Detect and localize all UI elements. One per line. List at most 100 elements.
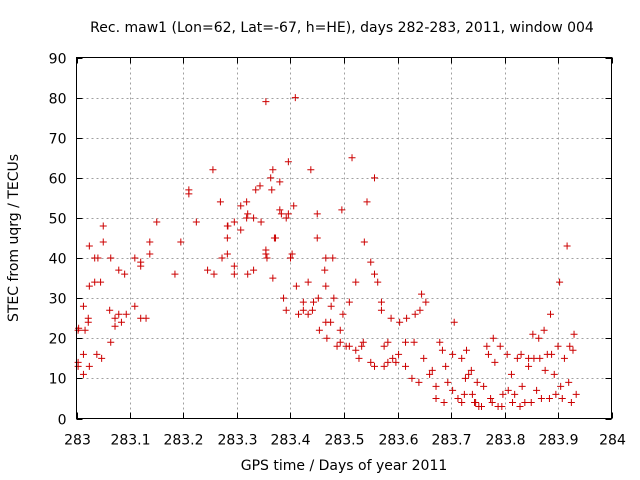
data-point: [422, 298, 430, 306]
data-point: [541, 366, 549, 374]
data-point: [218, 254, 226, 262]
data-point: [85, 242, 93, 250]
data-point: [529, 330, 537, 338]
data-point: [122, 310, 130, 318]
data-point: [458, 398, 466, 406]
data-point: [370, 174, 378, 182]
data-point: [115, 310, 123, 318]
data-point: [192, 218, 200, 226]
data-point: [269, 274, 277, 282]
data-point: [563, 242, 571, 250]
data-point: [507, 370, 515, 378]
data-point: [291, 94, 299, 102]
data-point: [333, 342, 341, 350]
data-point: [287, 254, 294, 262]
data-point: [85, 282, 93, 290]
x-tick-label: 283.4: [270, 433, 310, 449]
data-point: [565, 378, 573, 386]
data-point: [420, 354, 428, 362]
y-tick-label: 90: [49, 52, 67, 68]
data-point: [552, 390, 560, 398]
data-point: [352, 278, 360, 286]
y-tick-label: 10: [49, 372, 67, 388]
data-point: [408, 374, 416, 382]
data-point: [449, 350, 457, 358]
data-point: [569, 346, 577, 354]
data-point: [377, 306, 385, 314]
data-point: [460, 390, 468, 398]
data-point: [177, 238, 185, 246]
data-point: [392, 358, 400, 366]
data-point: [465, 370, 473, 378]
data-point: [454, 394, 462, 402]
data-point: [323, 334, 331, 342]
data-point: [556, 278, 564, 286]
data-point: [472, 398, 480, 406]
data-point: [395, 350, 403, 358]
data-point: [93, 350, 101, 358]
data-point: [570, 330, 578, 338]
data-point: [352, 346, 360, 354]
data-point: [550, 370, 558, 378]
data-point: [477, 402, 485, 410]
data-point: [380, 362, 388, 370]
data-point: [290, 202, 298, 210]
data-point: [557, 382, 565, 390]
data-point: [558, 394, 566, 402]
chart-title: Rec. maw1 (Lon=62, Lat=-67, h=HE), days …: [90, 20, 594, 36]
data-point: [533, 386, 541, 394]
data-point: [384, 358, 392, 366]
data-point: [511, 390, 519, 398]
data-point: [243, 214, 251, 222]
data-point: [517, 350, 525, 358]
data-point: [244, 270, 252, 278]
data-point: [210, 270, 218, 278]
data-point: [384, 338, 392, 346]
data-point: [530, 354, 538, 362]
data-point: [467, 366, 475, 374]
data-point: [250, 266, 258, 274]
x-tick-label: 283.2: [163, 433, 203, 449]
data-point: [314, 294, 322, 302]
data-point: [121, 270, 129, 278]
data-point: [367, 258, 375, 266]
data-point: [288, 250, 296, 258]
data-point: [415, 378, 423, 386]
data-point: [263, 254, 271, 262]
data-point: [97, 278, 105, 286]
data-point: [338, 206, 346, 214]
data-point: [252, 186, 260, 194]
data-point: [473, 378, 481, 386]
data-point: [440, 398, 448, 406]
data-point: [535, 334, 543, 342]
data-point: [491, 358, 499, 366]
data-point: [310, 298, 318, 306]
data-point: [304, 278, 312, 286]
y-tick-label: 30: [49, 292, 67, 308]
data-point: [327, 318, 335, 326]
data-point: [230, 218, 238, 226]
data-point: [370, 270, 378, 278]
data-point: [432, 394, 440, 402]
data-point: [345, 298, 353, 306]
data-point: [432, 382, 440, 390]
data-point: [107, 254, 115, 262]
data-point: [327, 302, 335, 310]
data-point: [567, 398, 575, 406]
data-point: [339, 310, 347, 318]
data-point: [146, 238, 154, 246]
data-point: [257, 218, 265, 226]
data-point: [461, 374, 469, 382]
y-axis-ticks: 0 10 20 30 40 50 60 70 80 90: [49, 52, 612, 429]
data-point: [403, 314, 411, 322]
data-point: [496, 342, 504, 350]
data-point: [380, 342, 388, 350]
data-point: [554, 342, 562, 350]
data-point: [537, 394, 545, 402]
data-point: [117, 318, 125, 326]
data-point: [458, 354, 466, 362]
data-point: [509, 398, 517, 406]
data-point: [370, 362, 378, 370]
data-point: [499, 390, 507, 398]
data-point: [513, 354, 521, 362]
